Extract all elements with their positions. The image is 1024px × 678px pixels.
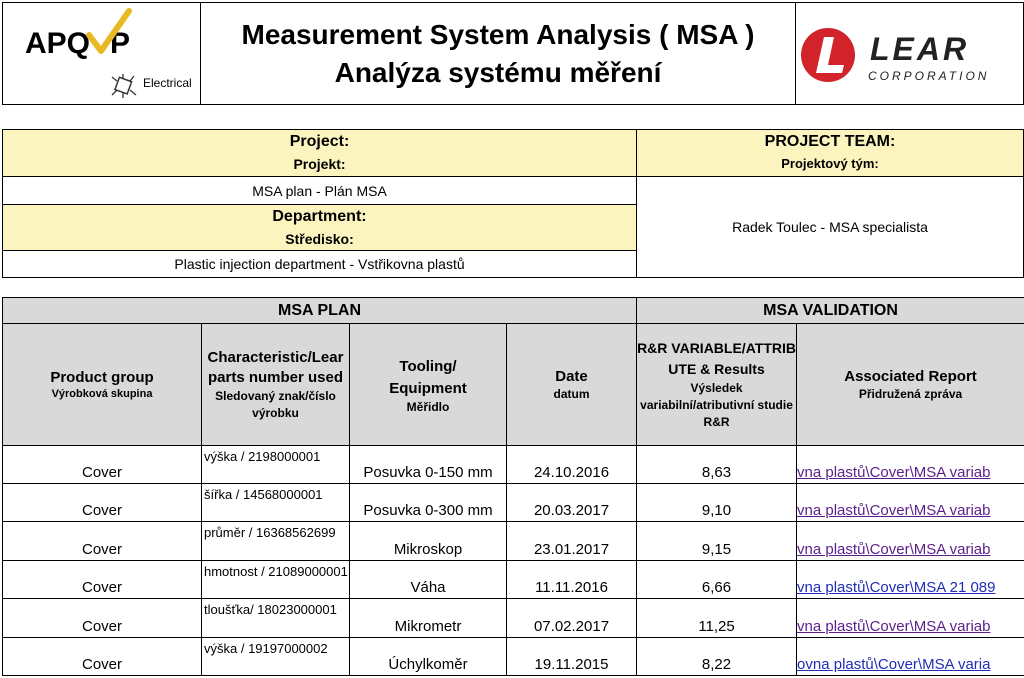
- cell-date: 23.01.2017: [505, 521, 638, 561]
- cell-product: Cover: [2, 445, 202, 484]
- cell-result: 9,10: [636, 483, 798, 522]
- cell-characteristic: šířka / 14568000001: [201, 483, 350, 522]
- cell-result: 11,25: [636, 598, 798, 638]
- project-value: MSA plan - Plán MSA: [2, 176, 637, 205]
- cell-date: 24.10.2016: [505, 445, 638, 484]
- report-link[interactable]: vna plastů\Cover\MSA variab: [796, 483, 1024, 522]
- header-characteristic: Characteristic/Lear parts number used Sl…: [201, 323, 350, 446]
- apqp-logo-sub: Electrical: [143, 76, 192, 90]
- cell-characteristic: výška / 19197000002: [201, 637, 350, 676]
- header-tooling: Tooling/ Equipment Měřidlo: [349, 323, 507, 446]
- cell-product: Cover: [2, 598, 202, 638]
- header-rr-results: R&R VARIABLE/ATTRIBUTE & Results Výslede…: [636, 323, 798, 446]
- report-link[interactable]: vna plastů\Cover\MSA variab: [796, 445, 1024, 484]
- lear-logo-sub: CORPORATION: [868, 69, 990, 83]
- msa-table: MSA PLAN MSA VALIDATION Product group Vý…: [1, 297, 1024, 676]
- cell-product: Cover: [2, 637, 202, 676]
- header-product-group: Product group Výrobková skupina: [2, 323, 202, 446]
- table-row: Cover průměr / 16368562699 Mikroskop 23.…: [2, 521, 1024, 561]
- cell-result: 8,63: [636, 445, 798, 484]
- report-link[interactable]: vna plastů\Cover\MSA variab: [796, 521, 1024, 561]
- cell-characteristic: výška / 2198000001: [201, 445, 350, 484]
- cell-date: 19.11.2015: [505, 637, 638, 676]
- cell-date: 07.02.2017: [505, 598, 638, 638]
- apqp-logo-text: APQ: [25, 27, 91, 60]
- cell-result: 6,66: [636, 560, 798, 599]
- cell-product: Cover: [2, 521, 202, 561]
- cell-tool: Mikroskop: [349, 521, 507, 561]
- project-team-value: Radek Toulec - MSA specialista: [636, 176, 1024, 278]
- cell-tool: Posuvka 0-300 mm: [349, 483, 507, 522]
- cell-product: Cover: [2, 483, 202, 522]
- title-czech: Analýza systému měření: [334, 56, 662, 88]
- cell-tool: Posuvka 0-150 mm: [349, 445, 507, 484]
- cell-tool: Úchylkoměr: [349, 637, 507, 676]
- circuit-icon: [111, 74, 137, 98]
- table-row: Cover výška / 19197000002 Úchylkoměr 19.…: [2, 637, 1024, 676]
- page-title: Measurement System Analysis ( MSA ) Anal…: [201, 3, 796, 104]
- cell-characteristic: průměr / 16368562699: [201, 521, 350, 561]
- report-link[interactable]: ovna plastů\Cover\MSA varia: [796, 637, 1024, 676]
- cell-date: 11.11.2016: [505, 560, 638, 599]
- section-msa-validation: MSA VALIDATION: [636, 297, 1024, 324]
- title-english: Measurement System Analysis ( MSA ): [241, 18, 755, 50]
- table-row: Cover tloušťka/ 18023000001 Mikrometr 07…: [2, 598, 1024, 638]
- cell-result: 9,15: [636, 521, 798, 561]
- table-row: Cover hmotnost / 21089000001 Váha 11.11.…: [2, 560, 1024, 599]
- cell-result: 8,22: [636, 637, 798, 676]
- section-msa-plan: MSA PLAN: [1, 297, 638, 324]
- project-label: Project: Projekt:: [2, 129, 637, 177]
- header-date: Date datum: [505, 323, 638, 446]
- table-row: Cover výška / 2198000001 Posuvka 0-150 m…: [2, 445, 1024, 484]
- header-associated-report: Associated Report Přidružená zpráva: [796, 323, 1024, 446]
- department-label: Department: Středisko:: [2, 204, 637, 251]
- cell-tool: Mikrometr: [349, 598, 507, 638]
- checkmark-icon: [86, 8, 132, 54]
- report-link[interactable]: vna plastů\Cover\MSA variab: [796, 598, 1024, 638]
- cell-date: 20.03.2017: [505, 483, 638, 522]
- cell-tool: Váha: [349, 560, 507, 599]
- lear-logo: LEAR CORPORATION: [796, 3, 1023, 104]
- table-row: Cover šířka / 14568000001 Posuvka 0-300 …: [2, 483, 1024, 522]
- report-link[interactable]: vna plastů\Cover\MSA 21 089: [796, 560, 1024, 599]
- apqp-logo: APQ P Electrical: [3, 3, 201, 104]
- cell-characteristic: tloušťka/ 18023000001: [201, 598, 350, 638]
- cell-characteristic: hmotnost / 21089000001: [201, 560, 350, 599]
- cell-product: Cover: [2, 560, 202, 599]
- project-team-label: PROJECT TEAM: Projektový tým:: [636, 129, 1024, 177]
- lear-logo-text: LEAR: [870, 31, 970, 67]
- department-value: Plastic injection department - Vstřikovn…: [2, 250, 637, 278]
- lear-emblem-icon: [801, 28, 855, 82]
